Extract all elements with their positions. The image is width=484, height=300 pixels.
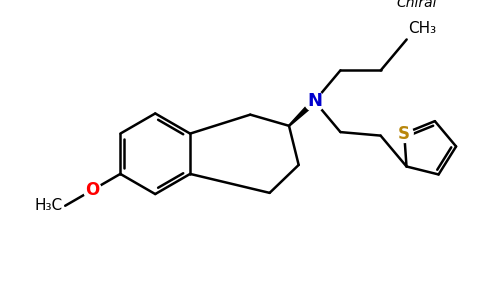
Circle shape: [304, 91, 325, 111]
Text: H₃C: H₃C: [34, 198, 62, 213]
Text: CH₃: CH₃: [408, 21, 437, 36]
Text: S: S: [398, 124, 410, 142]
Circle shape: [83, 181, 101, 199]
Circle shape: [395, 124, 413, 142]
Text: O: O: [85, 181, 100, 199]
Polygon shape: [288, 99, 317, 126]
Text: N: N: [307, 92, 322, 110]
Text: Chiral: Chiral: [396, 0, 437, 11]
